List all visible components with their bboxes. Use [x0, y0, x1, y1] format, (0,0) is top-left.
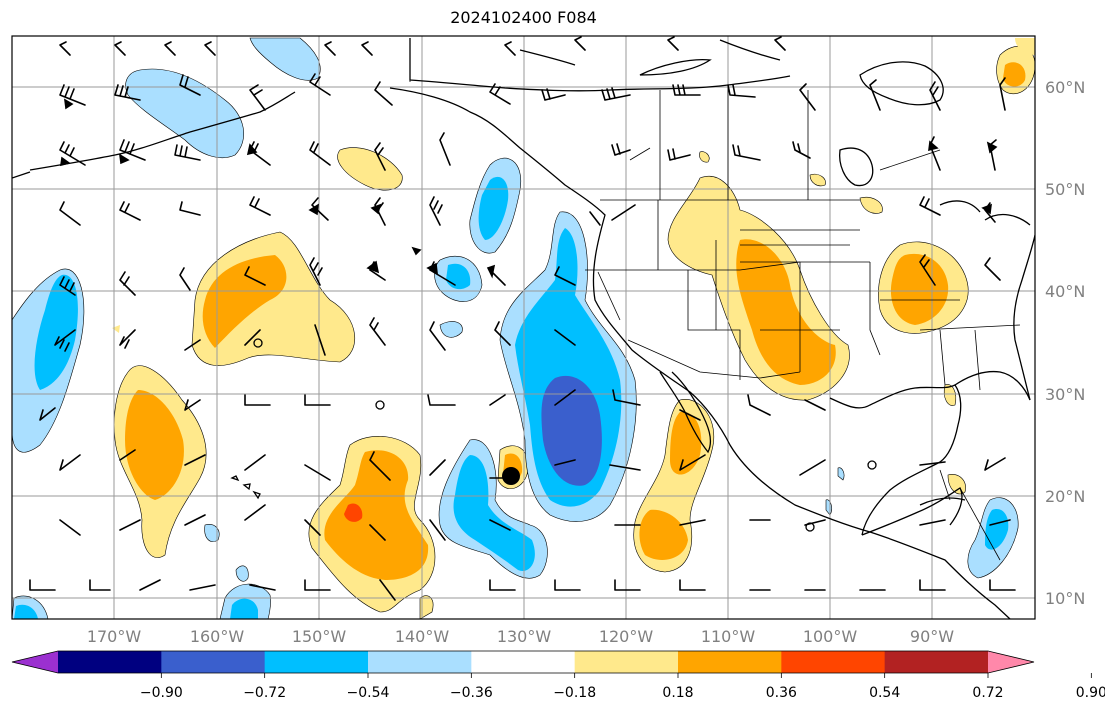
- lon-label: 160°W: [190, 627, 245, 646]
- colorbar-tick-label: −0.72: [243, 685, 286, 701]
- colorbar-segments: [12, 651, 1034, 673]
- colorbar-tick-label: −0.18: [553, 685, 596, 701]
- colorbar-segment: [368, 651, 472, 673]
- location-marker: [502, 467, 520, 485]
- lon-label: 150°W: [292, 627, 347, 646]
- colorbar-outline: [11, 650, 1035, 674]
- map-title: 2024102400 F084: [450, 8, 597, 27]
- colorbar: −0.90 −0.72 −0.54 −0.36 −0.18 0.18 0.36 0.54 0.7…: [11, 650, 1105, 701]
- colorbar-tick-label: 0.18: [662, 685, 693, 701]
- colorbar-tick-label: 0.54: [869, 685, 900, 701]
- lat-label: 20°N: [1045, 487, 1085, 506]
- colorbar-segment: [574, 651, 679, 673]
- positive-anomaly-shading: [112, 38, 1035, 619]
- colorbar-segment: [678, 651, 782, 673]
- colorbar-ticks: [160, 673, 1092, 678]
- colorbar-tick-label: 0.36: [766, 685, 797, 701]
- calm-markers: [253, 338, 877, 532]
- colorbar-labels: −0.90 −0.72 −0.54 −0.36 −0.18 0.18 0.36 0.54 0.7…: [140, 685, 1105, 701]
- colorbar-extend-high: [988, 651, 1034, 673]
- colorbar-tick-label: −0.90: [140, 685, 183, 701]
- colorbar-extend-low: [12, 651, 58, 673]
- colorbar-tick-label: −0.54: [347, 685, 390, 701]
- lat-label: 50°N: [1045, 180, 1085, 199]
- colorbar-tick-label: 0.90: [1076, 685, 1105, 701]
- lon-label: 90°W: [910, 627, 954, 646]
- graticule: [12, 36, 1035, 619]
- negative-anomaly-shading: [12, 37, 1019, 619]
- lat-label: 30°N: [1045, 385, 1085, 404]
- lon-label: 130°W: [497, 627, 552, 646]
- lat-label: 40°N: [1045, 282, 1085, 301]
- colorbar-segment: [884, 651, 989, 673]
- colorbar-segment: [471, 651, 576, 673]
- lon-label: 100°W: [803, 627, 858, 646]
- wind-barbs: [29, 36, 1016, 601]
- lon-label: 170°W: [87, 627, 142, 646]
- colorbar-tick-label: −0.36: [450, 685, 493, 701]
- lon-label: 140°W: [395, 627, 450, 646]
- lat-label: 10°N: [1045, 589, 1085, 608]
- lat-label: 60°N: [1045, 78, 1085, 97]
- map-frame: [11, 35, 1036, 620]
- colorbar-segment: [161, 651, 266, 673]
- longitude-axis: 170°W 160°W 150°W 140°W 130°W 120°W 110°…: [87, 627, 954, 646]
- colorbar-segment: [58, 651, 162, 673]
- lon-label: 120°W: [599, 627, 654, 646]
- lon-label: 110°W: [701, 627, 756, 646]
- political-borders: [409, 38, 1021, 561]
- coastlines: [12, 38, 1035, 619]
- colorbar-segment: [781, 651, 886, 673]
- latitude-axis: 60°N 50°N 40°N 30°N 20°N 10°N: [1045, 78, 1085, 608]
- colorbar-segment: [264, 651, 369, 673]
- colorbar-tick-label: 0.72: [972, 685, 1003, 701]
